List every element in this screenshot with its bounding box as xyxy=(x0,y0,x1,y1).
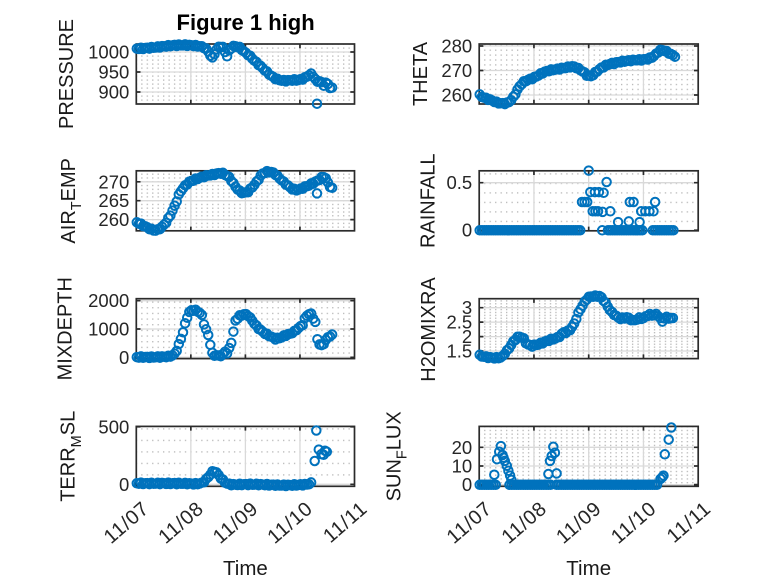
svg-text:260: 260 xyxy=(98,209,129,230)
svg-text:AIRT​EMP: AIRT​EMP xyxy=(58,158,85,244)
svg-text:Time: Time xyxy=(566,557,611,580)
svg-text:H2OMIXRA: H2OMIXRA xyxy=(418,277,440,382)
svg-text:10: 10 xyxy=(452,456,473,477)
svg-text:2: 2 xyxy=(462,326,472,347)
svg-text:Time: Time xyxy=(223,557,268,580)
svg-text:265: 265 xyxy=(98,190,129,211)
svg-text:1000: 1000 xyxy=(88,42,129,63)
svg-text:0: 0 xyxy=(462,220,472,241)
svg-text:2.5: 2.5 xyxy=(446,312,472,333)
svg-text:0: 0 xyxy=(462,474,472,495)
svg-text:RAINFALL: RAINFALL xyxy=(418,154,440,248)
svg-text:270: 270 xyxy=(98,171,129,192)
svg-text:Figure 1 high: Figure 1 high xyxy=(177,10,315,35)
svg-text:TERRM​SL: TERRM​SL xyxy=(58,411,85,502)
svg-text:20: 20 xyxy=(452,437,473,458)
svg-text:THETA: THETA xyxy=(410,41,432,106)
svg-text:2000: 2000 xyxy=(88,290,129,311)
svg-text:1.5: 1.5 xyxy=(446,341,472,362)
svg-text:1000: 1000 xyxy=(88,319,129,340)
svg-text:3: 3 xyxy=(462,297,472,318)
svg-text:950: 950 xyxy=(98,62,129,83)
svg-text:MIXDEPTH: MIXDEPTH xyxy=(55,277,77,380)
svg-text:260: 260 xyxy=(441,85,472,106)
svg-text:0: 0 xyxy=(119,474,129,495)
svg-text:500: 500 xyxy=(98,416,129,437)
svg-text:0: 0 xyxy=(119,347,129,368)
svg-text:280: 280 xyxy=(441,36,472,57)
svg-text:SUNF​LUX: SUNF​LUX xyxy=(384,411,411,501)
svg-text:900: 900 xyxy=(98,82,129,103)
svg-text:PRESSURE: PRESSURE xyxy=(56,19,78,129)
svg-text:0.5: 0.5 xyxy=(446,172,472,193)
svg-text:270: 270 xyxy=(441,60,472,81)
